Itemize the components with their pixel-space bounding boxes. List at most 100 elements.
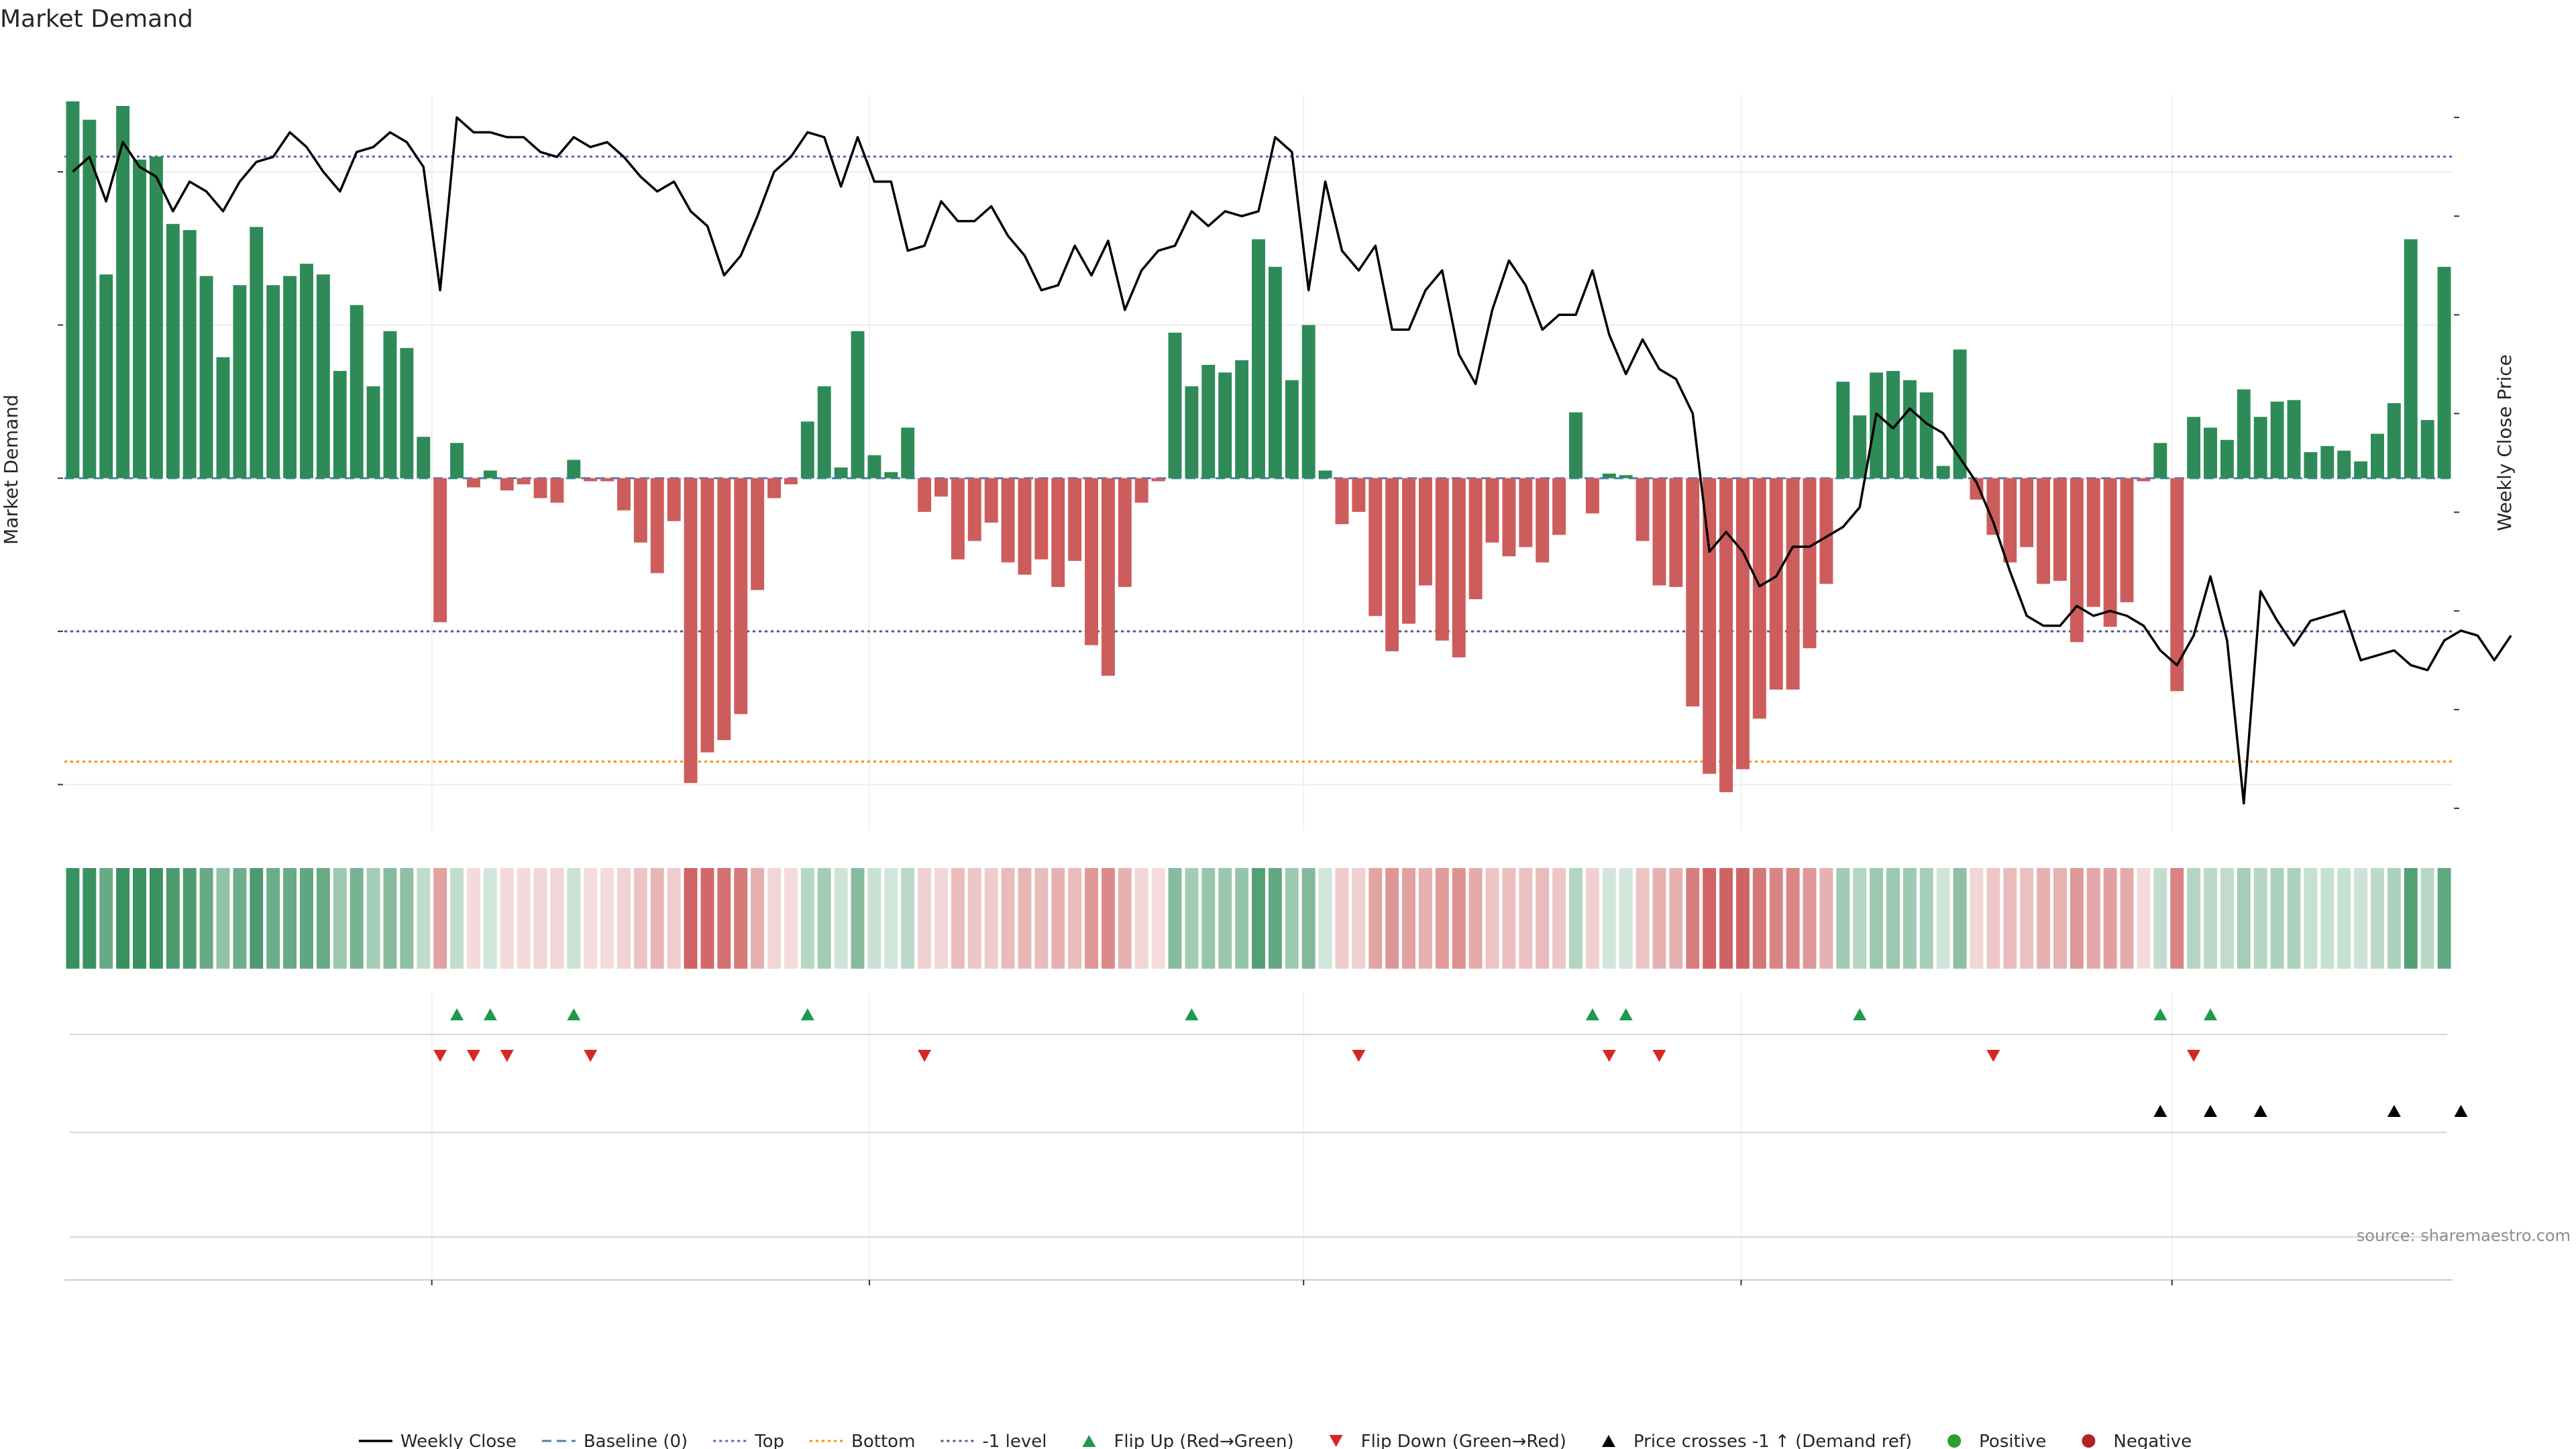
demand-bar <box>149 156 163 478</box>
heat-cell <box>884 868 898 969</box>
heat-cell <box>1752 868 1766 969</box>
demand-bar <box>2387 402 2401 478</box>
heat-cell <box>800 868 814 969</box>
demand-bar <box>1853 415 1867 478</box>
heat-cell <box>1619 868 1633 969</box>
heat-cell <box>1068 868 1082 969</box>
legend: Weekly Close Baseline (0) Top Bottom -1 leve… <box>358 1432 2192 1449</box>
heat-cell <box>1452 868 1466 969</box>
demand-bar <box>1936 466 1950 478</box>
heat-cell <box>1301 868 1316 969</box>
demand-bar <box>1569 412 1582 478</box>
heat-cell <box>667 868 681 969</box>
heat-cell <box>216 868 230 969</box>
legend-label: Negative <box>2113 1432 2192 1449</box>
demand-bar <box>1736 478 1750 769</box>
legend-flip-up-swatch <box>1082 1435 1096 1447</box>
heat-cell <box>182 868 197 969</box>
flip-down-marker <box>584 1050 598 1062</box>
demand-bar <box>2070 478 2084 643</box>
heat-cell <box>1201 868 1216 969</box>
heat-cell <box>1185 868 1199 969</box>
demand-bar <box>934 478 948 497</box>
demand-bar <box>918 478 932 513</box>
heat-cell <box>1669 868 1683 969</box>
heat-cell <box>517 868 531 969</box>
demand-bar <box>1619 475 1633 478</box>
demand-bar <box>1786 478 1800 690</box>
heat-cell <box>1218 868 1232 969</box>
heat-cell <box>734 868 748 969</box>
heat-cell <box>233 868 247 969</box>
demand-bar <box>1435 478 1449 641</box>
heat-cell <box>2337 868 2351 969</box>
demand-bar <box>1468 478 1483 600</box>
heat-cell <box>2270 868 2284 969</box>
legend-label: Positive <box>1979 1432 2046 1449</box>
heat-cell <box>1602 868 1616 969</box>
heat-cell <box>2137 868 2151 969</box>
demand-bar <box>1235 360 1249 478</box>
demand-bar <box>1886 371 1900 478</box>
demand-bar <box>1335 478 1349 525</box>
demand-bar <box>1151 478 1165 482</box>
heat-cell <box>784 868 798 969</box>
chart-title: Market Demand <box>0 5 193 33</box>
heat-cell <box>1385 868 1399 969</box>
heat-cell <box>500 868 514 969</box>
demand-bar <box>2170 478 2184 692</box>
demand-bar <box>1953 350 1967 478</box>
heat-cell <box>1519 868 1533 969</box>
heat-cell <box>2304 868 2318 969</box>
heat-cell <box>99 868 113 969</box>
heat-cell <box>1953 868 1967 969</box>
flip-down-marker <box>918 1050 932 1062</box>
demand-bar <box>1368 478 1383 616</box>
demand-bar <box>166 223 180 478</box>
flip-down-marker <box>1352 1050 1366 1062</box>
heat-cell <box>83 868 97 969</box>
heat-cell <box>1703 868 1717 969</box>
flip-up-marker <box>567 1008 581 1020</box>
flip-up-marker <box>2204 1008 2218 1020</box>
demand-bar <box>83 119 97 478</box>
demand-bar <box>1452 478 1466 657</box>
demand-bar <box>800 421 814 478</box>
y2-axis-ticks <box>2454 117 2459 809</box>
demand-bar <box>1652 478 1666 586</box>
demand-bar <box>2270 401 2284 478</box>
demand-bar <box>2437 266 2451 478</box>
heat-cell <box>984 868 998 969</box>
heat-cell <box>450 868 464 969</box>
heat-cell <box>1468 868 1483 969</box>
demand-bar <box>2237 389 2251 478</box>
demand-bar <box>784 478 798 484</box>
y-axis-ticks <box>58 171 63 786</box>
demand-bar <box>2120 478 2134 602</box>
heat-cell <box>1018 868 1032 969</box>
demand-bar <box>2354 461 2368 478</box>
demand-bar <box>584 478 598 482</box>
demand-bar <box>1719 478 1733 792</box>
heat-cell <box>199 868 213 969</box>
demand-bar <box>884 472 898 478</box>
price-cross-marker <box>2153 1105 2167 1117</box>
legend-label: Bottom <box>851 1432 915 1449</box>
heat-cell <box>1402 868 1416 969</box>
heat-cell <box>1352 868 1366 969</box>
flip-down-marker <box>1986 1050 2000 1062</box>
heat-cell <box>133 868 146 969</box>
heat-cell <box>2237 868 2251 969</box>
demand-bar <box>1519 478 1533 547</box>
heat-cell <box>350 868 364 969</box>
heat-cell <box>250 868 264 969</box>
demand-bar <box>2187 417 2201 478</box>
demand-bar <box>700 478 714 753</box>
demand-bar <box>300 264 313 478</box>
heat-cell <box>1435 868 1449 969</box>
weekly-close-line <box>72 116 2512 805</box>
heat-cell <box>1569 868 1582 969</box>
demand-bar <box>133 159 146 478</box>
demand-bar <box>2086 478 2100 607</box>
heat-cell <box>1051 868 1065 969</box>
